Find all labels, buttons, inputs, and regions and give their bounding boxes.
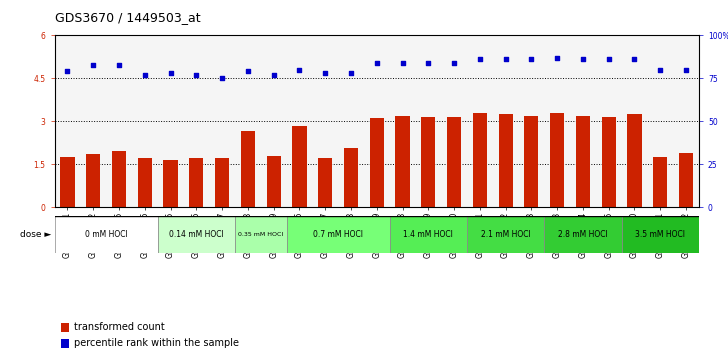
Point bbox=[114, 62, 125, 67]
Point bbox=[345, 70, 357, 76]
Bar bbox=[86, 154, 100, 207]
Point bbox=[629, 57, 641, 62]
Bar bbox=[370, 118, 384, 207]
Bar bbox=[164, 160, 178, 207]
Point bbox=[165, 70, 176, 76]
Bar bbox=[550, 113, 564, 207]
Point bbox=[397, 60, 408, 66]
Point bbox=[680, 67, 692, 73]
Text: 1.4 mM HOCl: 1.4 mM HOCl bbox=[403, 230, 454, 239]
Point bbox=[139, 72, 151, 78]
Bar bbox=[344, 148, 358, 207]
Point bbox=[422, 60, 434, 66]
Bar bbox=[61, 323, 68, 332]
Bar bbox=[576, 115, 590, 207]
Bar bbox=[215, 158, 229, 207]
Bar bbox=[112, 151, 126, 207]
Bar bbox=[653, 157, 668, 207]
Text: GDS3670 / 1449503_at: GDS3670 / 1449503_at bbox=[55, 11, 200, 24]
Point bbox=[293, 67, 305, 73]
Bar bbox=[395, 115, 410, 207]
Bar bbox=[679, 153, 693, 207]
Bar bbox=[293, 126, 306, 207]
Point bbox=[474, 57, 486, 62]
Point bbox=[216, 75, 228, 81]
Text: 0 mM HOCl: 0 mM HOCl bbox=[84, 230, 127, 239]
Bar bbox=[601, 117, 616, 207]
Text: percentile rank within the sample: percentile rank within the sample bbox=[74, 338, 239, 348]
Text: 0.35 mM HOCl: 0.35 mM HOCl bbox=[238, 232, 283, 237]
Bar bbox=[545, 216, 622, 253]
Bar bbox=[61, 339, 68, 348]
Point bbox=[654, 67, 666, 73]
Point bbox=[87, 62, 99, 67]
Bar bbox=[235, 216, 287, 253]
Bar bbox=[622, 216, 699, 253]
Bar bbox=[55, 216, 158, 253]
Text: 0.14 mM HOCl: 0.14 mM HOCl bbox=[169, 230, 223, 239]
Bar bbox=[524, 115, 539, 207]
Bar bbox=[499, 114, 513, 207]
Point bbox=[191, 72, 202, 78]
Bar bbox=[138, 159, 152, 207]
Point bbox=[551, 55, 563, 61]
Bar bbox=[266, 156, 281, 207]
Point bbox=[268, 72, 280, 78]
Bar bbox=[467, 216, 545, 253]
Point bbox=[448, 60, 460, 66]
Bar bbox=[422, 117, 435, 207]
Point bbox=[320, 70, 331, 76]
Bar bbox=[628, 114, 641, 207]
Text: 2.1 mM HOCl: 2.1 mM HOCl bbox=[480, 230, 531, 239]
Bar bbox=[472, 113, 487, 207]
Bar bbox=[60, 157, 74, 207]
Bar bbox=[318, 158, 332, 207]
Point bbox=[526, 57, 537, 62]
Point bbox=[577, 57, 589, 62]
Text: transformed count: transformed count bbox=[74, 322, 165, 332]
Point bbox=[62, 69, 74, 74]
Point bbox=[603, 57, 614, 62]
Bar bbox=[389, 216, 467, 253]
Text: dose ►: dose ► bbox=[20, 230, 51, 239]
Text: 0.7 mM HOCl: 0.7 mM HOCl bbox=[313, 230, 363, 239]
Point bbox=[499, 57, 511, 62]
Bar bbox=[447, 117, 461, 207]
Bar bbox=[287, 216, 389, 253]
Bar bbox=[189, 159, 203, 207]
Bar bbox=[241, 131, 255, 207]
Point bbox=[371, 60, 383, 66]
Point bbox=[242, 69, 254, 74]
Text: 2.8 mM HOCl: 2.8 mM HOCl bbox=[558, 230, 608, 239]
Bar bbox=[158, 216, 235, 253]
Text: 3.5 mM HOCl: 3.5 mM HOCl bbox=[636, 230, 685, 239]
